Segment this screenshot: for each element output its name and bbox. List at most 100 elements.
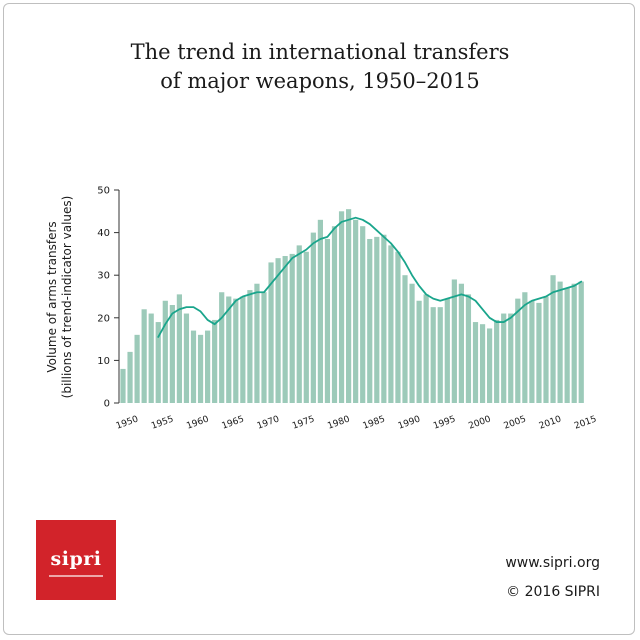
bar-1975 [296,245,302,403]
bar-1971 [268,262,274,403]
x-tick-label-2005: 2005 [503,415,528,432]
bar-1976 [303,251,309,403]
y-axis-label: Volume of arms transfers (billions of tr… [45,196,74,399]
y-tick-label-0: 0 [104,399,110,410]
bar-1991 [409,283,415,403]
x-tick-label-1975: 1975 [291,415,316,432]
bar-2009 [536,302,542,403]
bar-1952 [134,334,140,403]
bar-1966 [233,298,239,403]
bar-2003 [494,319,500,403]
bar-1987 [381,234,387,403]
bar-1986 [374,236,380,403]
bar-2005 [508,313,514,403]
y-axis-label-line-2: (billions of trend-indicator values) [60,196,74,399]
bar-1981 [338,211,345,403]
bar-1958 [176,294,182,403]
bar-1988 [388,245,394,403]
bar-1957 [169,305,175,403]
bar-1965 [226,296,232,403]
bar-series [120,209,584,403]
bar-2010 [543,296,549,403]
y-axis-label-line-1: Volume of arms transfers [45,221,59,372]
bar-1989 [395,251,401,403]
chart-title-line-2: of major weapons, 1950–2015 [160,69,480,93]
bar-1997 [451,279,457,403]
y-tick-label-40: 40 [97,228,110,239]
bar-1961 [197,334,204,403]
bar-1956 [162,300,168,403]
y-tick-label-50: 50 [97,186,110,197]
copyright-notice: © 2016 SIPRI [506,584,600,600]
bar-1963 [212,319,218,403]
bar-1998 [458,283,464,403]
sipri-logo-text: sipri [50,548,102,570]
bar-2001 [479,324,486,403]
bar-2004 [501,313,507,403]
bar-1990 [402,275,408,403]
bar-1969 [254,283,260,403]
chart-title: The trend in international transfers of … [0,38,640,96]
y-tick-label-30: 30 [97,271,110,282]
x-axis: 1950 1955 1960 1965 1970 1975 1980 1985 1990 1995… [115,414,598,431]
bar-1992 [416,300,422,403]
bar-1996 [444,298,450,403]
bar-1964 [219,292,225,403]
bar-1955 [155,322,161,403]
x-tick-label-1955: 1955 [150,415,175,432]
chart-title-line-1: The trend in international transfers [130,40,510,64]
sipri-logo-underline [49,575,103,577]
bar-1984 [360,226,366,403]
x-tick-label-2000: 2000 [467,414,492,431]
bar-2013 [564,287,570,403]
bar-2006 [515,298,521,403]
bar-1979 [324,238,331,403]
x-tick-label-1950: 1950 [115,414,140,431]
bar-1980 [331,226,338,403]
bar-1985 [367,238,373,403]
bar-1962 [205,330,211,403]
bar-1994 [430,307,436,403]
bar-1968 [247,290,253,403]
sipri-logo: sipri [36,520,116,600]
bar-1983 [353,219,359,403]
bar-1967 [240,296,246,403]
x-tick-label-1985: 1985 [362,415,387,432]
x-tick-label-1990: 1990 [397,414,422,431]
y-tick-label-10: 10 [97,356,110,367]
bar-1953 [141,309,147,403]
trend-line [157,216,583,338]
x-tick-label-1980: 1980 [326,414,351,431]
bar-2011 [550,275,556,403]
x-tick-label-1960: 1960 [185,414,210,431]
bar-2014 [571,283,577,403]
bar-1951 [127,351,133,403]
bar-1977 [310,232,316,403]
bar-1960 [190,330,197,403]
bar-1959 [183,313,190,403]
bar-1995 [437,307,443,403]
x-tick-label-1970: 1970 [256,414,281,431]
trend-line-series [157,216,583,338]
bar-2015 [578,281,584,403]
bar-2012 [557,281,563,403]
x-tick-label-1965: 1965 [221,415,246,432]
bar-2002 [487,328,493,403]
bar-1972 [275,258,281,403]
x-tick-label-1995: 1995 [432,415,457,432]
y-tick-label-20: 20 [97,313,110,324]
bar-1974 [289,253,295,403]
bar-1993 [423,294,429,403]
bar-2000 [472,322,479,403]
x-tick-label-2010: 2010 [538,414,563,431]
x-tick-label-2015: 2015 [573,415,598,432]
bar-2008 [529,300,535,403]
bar-1982 [346,209,352,403]
bar-2007 [522,292,528,403]
bar-1999 [465,294,472,403]
bar-1950 [120,368,126,403]
y-axis: 0 10 20 30 40 50 [97,186,120,410]
website-link[interactable]: www.sipri.org [505,555,600,571]
bar-1954 [148,313,154,403]
